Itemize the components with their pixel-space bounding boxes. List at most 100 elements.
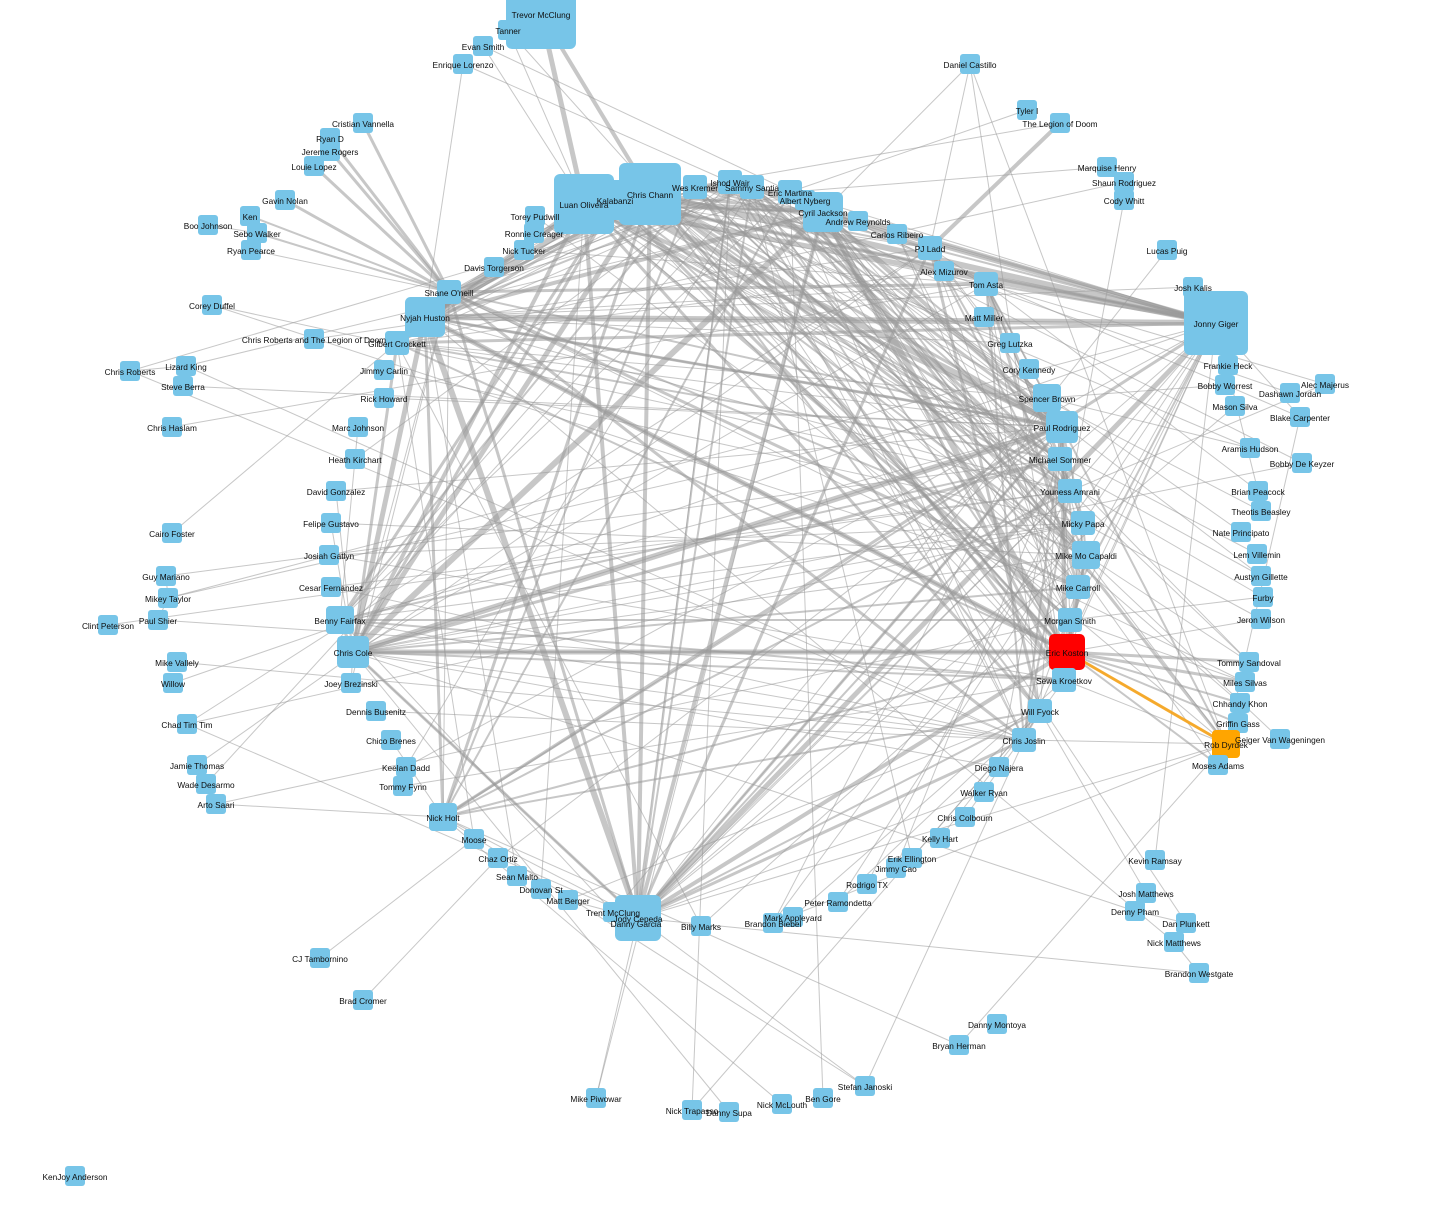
svg-text:Mikey Taylor: Mikey Taylor	[145, 594, 191, 604]
svg-text:Cory Kennedy: Cory Kennedy	[1003, 365, 1056, 375]
svg-text:Tom Asta: Tom Asta	[969, 280, 1004, 290]
svg-text:Michael Sommer: Michael Sommer	[1029, 455, 1091, 465]
svg-text:Steve Berra: Steve Berra	[161, 382, 205, 392]
svg-text:Chad Tim Tim: Chad Tim Tim	[161, 720, 212, 730]
svg-text:Chris Roberts: Chris Roberts	[105, 367, 156, 377]
svg-text:Gavin Nolan: Gavin Nolan	[262, 196, 308, 206]
svg-text:Matt Berger: Matt Berger	[546, 896, 590, 906]
svg-text:Chris Haslam: Chris Haslam	[147, 423, 197, 433]
svg-text:Wade Desarmo: Wade Desarmo	[177, 780, 235, 790]
svg-text:Brad Cromer: Brad Cromer	[339, 996, 387, 1006]
svg-text:Ken: Ken	[243, 212, 258, 222]
svg-text:Mike Carroll: Mike Carroll	[1056, 583, 1100, 593]
svg-text:Tanner: Tanner	[495, 26, 521, 36]
svg-text:Paul Shier: Paul Shier	[139, 616, 178, 626]
svg-text:Lucas Puig: Lucas Puig	[1146, 246, 1187, 256]
svg-text:Tommy Sandoval: Tommy Sandoval	[1217, 658, 1281, 668]
svg-text:Daniel Castillo: Daniel Castillo	[943, 60, 996, 70]
svg-text:Aramis Hudson: Aramis Hudson	[1222, 444, 1279, 454]
svg-text:Nick Matthews: Nick Matthews	[1147, 938, 1201, 948]
svg-text:Chico Brenes: Chico Brenes	[366, 736, 416, 746]
svg-text:Donovan St: Donovan St	[519, 885, 563, 895]
svg-text:Dashawn Jordan: Dashawn Jordan	[1259, 389, 1322, 399]
svg-text:Alex Mizurov: Alex Mizurov	[920, 267, 968, 277]
svg-text:Enrique Lorenzo: Enrique Lorenzo	[433, 60, 494, 70]
svg-text:Danny Garcia: Danny Garcia	[611, 919, 662, 929]
svg-text:Stefan Janoski: Stefan Janoski	[838, 1082, 893, 1092]
svg-text:Sean Malto: Sean Malto	[496, 872, 538, 882]
svg-text:Carlos Ribeiro: Carlos Ribeiro	[871, 230, 924, 240]
svg-text:Chris Colbourn: Chris Colbourn	[937, 813, 993, 823]
svg-text:Rodrigo TX: Rodrigo TX	[846, 880, 888, 890]
svg-text:Austyn Gillette: Austyn Gillette	[1234, 572, 1288, 582]
svg-text:Rob Dyrdek: Rob Dyrdek	[1204, 740, 1249, 750]
svg-text:Nick McLouth: Nick McLouth	[757, 1100, 808, 1110]
svg-text:KenJoy Anderson: KenJoy Anderson	[42, 1172, 107, 1182]
svg-text:Cairo Foster: Cairo Foster	[149, 529, 195, 539]
svg-text:Chris Cole: Chris Cole	[334, 648, 373, 658]
svg-text:Marquise Henry: Marquise Henry	[1078, 163, 1137, 173]
svg-text:Denny Pham: Denny Pham	[1111, 907, 1159, 917]
svg-text:Bobby De Keyzer: Bobby De Keyzer	[1270, 459, 1335, 469]
svg-text:Davis Torgerson: Davis Torgerson	[464, 263, 524, 273]
svg-text:Josh Matthews: Josh Matthews	[1118, 889, 1173, 899]
svg-text:Josiah Gatlyn: Josiah Gatlyn	[304, 551, 355, 561]
svg-text:Dan Plunkett: Dan Plunkett	[1162, 919, 1210, 929]
svg-text:Mike Mo Capaldi: Mike Mo Capaldi	[1055, 551, 1117, 561]
svg-text:Matt Miller: Matt Miller	[965, 313, 1003, 323]
svg-text:Jereme Rogers: Jereme Rogers	[302, 147, 359, 157]
svg-text:Brandon Biebel: Brandon Biebel	[745, 919, 802, 929]
svg-text:Frankie Heck: Frankie Heck	[1204, 361, 1254, 371]
svg-text:Youness Amrani: Youness Amrani	[1040, 487, 1100, 497]
svg-text:Greg Lutzka: Greg Lutzka	[987, 339, 1033, 349]
svg-text:Chris Roberts and The Legion o: Chris Roberts and The Legion of Doom	[242, 335, 386, 345]
svg-text:David Gonzalez: David Gonzalez	[307, 487, 366, 497]
svg-text:Sebo Walker: Sebo Walker	[233, 229, 280, 239]
svg-text:Andrew Reynolds: Andrew Reynolds	[825, 217, 890, 227]
svg-text:Jonny Giger: Jonny Giger	[1194, 319, 1239, 329]
svg-text:Spencer Brown: Spencer Brown	[1019, 394, 1076, 404]
svg-text:Shane O'neill: Shane O'neill	[424, 288, 473, 298]
svg-text:CJ Tambornino: CJ Tambornino	[292, 954, 348, 964]
svg-text:Lem Villemin: Lem Villemin	[1233, 550, 1281, 560]
svg-text:Danny Supa: Danny Supa	[706, 1108, 752, 1118]
svg-text:Erik Ellington: Erik Ellington	[888, 854, 937, 864]
svg-text:Willow: Willow	[161, 679, 186, 689]
svg-text:Ryan D: Ryan D	[316, 134, 344, 144]
svg-text:Guy Mariano: Guy Mariano	[142, 572, 190, 582]
svg-text:Micky Papa: Micky Papa	[1062, 519, 1105, 529]
svg-text:Nick Tucker: Nick Tucker	[502, 246, 546, 256]
svg-text:Benny Fairfax: Benny Fairfax	[314, 616, 366, 626]
svg-text:Kevin Ramsay: Kevin Ramsay	[1128, 856, 1182, 866]
svg-text:Mason Silva: Mason Silva	[1212, 402, 1258, 412]
svg-text:Tyler I: Tyler I	[1016, 106, 1039, 116]
svg-text:Marc Johnson: Marc Johnson	[332, 423, 384, 433]
svg-text:Danny Montoya: Danny Montoya	[968, 1020, 1026, 1030]
svg-text:Kelly Hart: Kelly Hart	[922, 834, 959, 844]
svg-text:Joey Brezinski: Joey Brezinski	[324, 679, 378, 689]
svg-text:Felipe Gustavo: Felipe Gustavo	[303, 519, 359, 529]
svg-text:Louie Lopez: Louie Lopez	[291, 162, 336, 172]
svg-text:Chhandy Khon: Chhandy Khon	[1213, 699, 1268, 709]
svg-text:Chaz Ortiz: Chaz Ortiz	[478, 854, 517, 864]
svg-text:Arto Saari: Arto Saari	[198, 800, 235, 810]
svg-text:Josh Kalis: Josh Kalis	[1174, 283, 1212, 293]
svg-text:Chris Chann: Chris Chann	[627, 190, 674, 200]
svg-text:Cody Whitt: Cody Whitt	[1104, 196, 1145, 206]
svg-text:Blake Carpenter: Blake Carpenter	[1270, 413, 1330, 423]
svg-text:The Legion of Doom: The Legion of Doom	[1022, 119, 1097, 129]
svg-text:Moose: Moose	[462, 835, 487, 845]
svg-text:Cesar Fernandez: Cesar Fernandez	[299, 583, 363, 593]
svg-text:Tommy Fynn: Tommy Fynn	[379, 782, 427, 792]
svg-text:Bobby Worrest: Bobby Worrest	[1198, 381, 1253, 391]
svg-text:Corey Duffel: Corey Duffel	[189, 301, 235, 311]
svg-text:Clint Peterson: Clint Peterson	[82, 621, 134, 631]
svg-text:Griffin Gass: Griffin Gass	[1216, 719, 1260, 729]
svg-text:Torey Pudwill: Torey Pudwill	[511, 212, 560, 222]
svg-text:Ronnie Creager: Ronnie Creager	[505, 229, 564, 239]
svg-text:Nick Holt: Nick Holt	[426, 813, 460, 823]
svg-text:Mike Vallely: Mike Vallely	[155, 658, 199, 668]
svg-text:Gilbert Crockett: Gilbert Crockett	[368, 339, 426, 349]
svg-text:Diego Najera: Diego Najera	[975, 763, 1024, 773]
svg-text:Sewa Kroetkov: Sewa Kroetkov	[1036, 676, 1093, 686]
